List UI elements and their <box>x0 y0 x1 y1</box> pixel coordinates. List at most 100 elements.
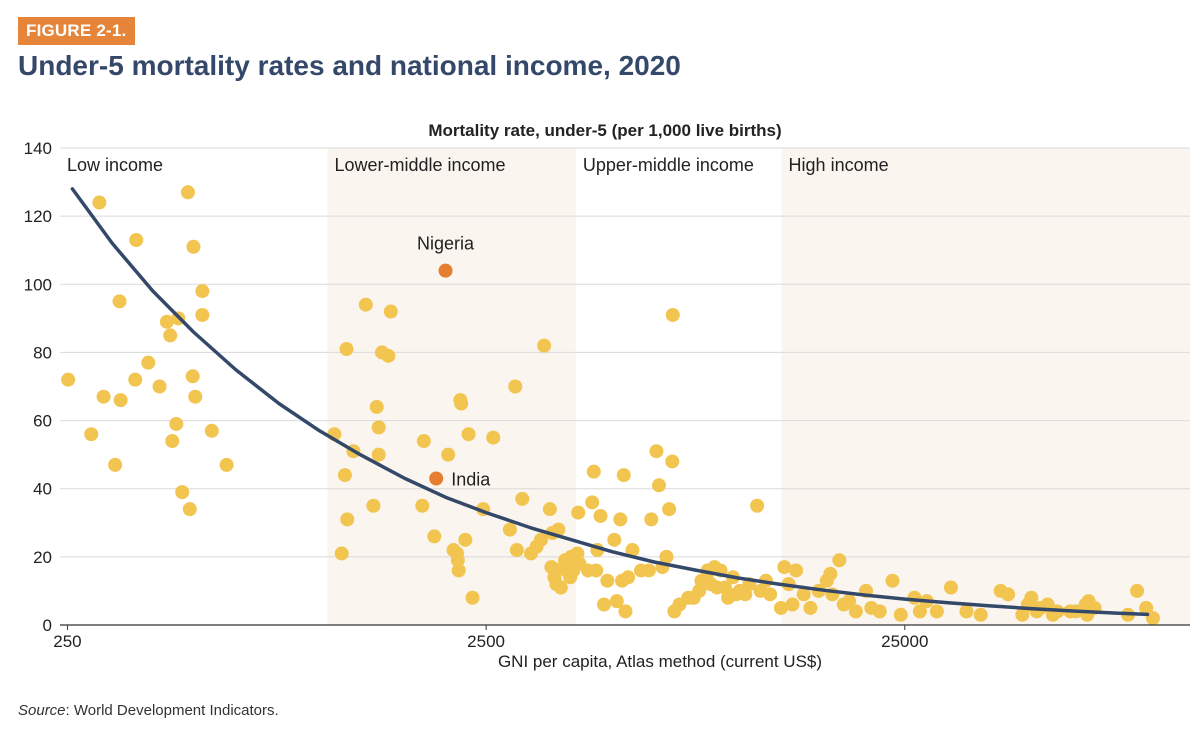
data-point <box>586 464 601 479</box>
x-axis-title: GNI per capita, Atlas method (current US… <box>498 652 822 671</box>
data-point <box>366 498 381 513</box>
data-point <box>451 563 466 578</box>
data-point <box>542 502 557 517</box>
income-band <box>576 148 782 625</box>
data-point <box>607 532 622 547</box>
data-point <box>113 393 128 408</box>
data-point <box>129 232 144 247</box>
data-point <box>785 597 800 612</box>
highlight-point-layer: Nigeria India <box>417 234 491 490</box>
highlight-label: India <box>451 469 491 489</box>
data-point <box>358 297 373 312</box>
data-point <box>180 185 195 200</box>
data-point <box>185 369 200 384</box>
data-point <box>789 563 804 578</box>
figure-title: Under-5 mortality rates and national inc… <box>18 50 681 81</box>
data-point <box>872 604 887 619</box>
data-point <box>508 379 523 394</box>
data-point <box>450 553 465 568</box>
source-note: Source: World Development Indicators. <box>18 702 279 719</box>
data-point-layer <box>61 185 1160 626</box>
data-point <box>773 600 788 615</box>
data-point <box>163 328 178 343</box>
source-text: : World Development Indicators. <box>65 702 279 719</box>
income-group-label: Lower-middle income <box>334 155 505 175</box>
data-point <box>486 430 501 445</box>
data-point <box>169 416 184 431</box>
data-point <box>415 498 430 513</box>
income-group-label: Low income <box>67 155 163 175</box>
data-point <box>659 549 674 564</box>
data-point <box>165 434 180 449</box>
data-point <box>182 502 197 517</box>
data-point <box>108 457 123 472</box>
income-group-label: High income <box>789 155 889 175</box>
data-point <box>1130 583 1145 598</box>
x-tick-label: 2500 <box>467 632 505 651</box>
data-point <box>195 307 210 322</box>
y-tick-label: 120 <box>24 207 52 226</box>
highlight-point <box>438 263 453 278</box>
data-point <box>943 580 958 595</box>
data-point <box>96 389 111 404</box>
data-point <box>458 532 473 547</box>
y-tick-label: 60 <box>33 412 52 431</box>
data-point <box>609 594 624 609</box>
data-point <box>186 239 201 254</box>
data-point <box>128 372 143 387</box>
highlight-label: Nigeria <box>417 234 475 254</box>
data-point <box>454 396 469 411</box>
data-point <box>141 355 156 370</box>
data-point <box>777 560 792 575</box>
gridline-layer <box>60 147 1190 558</box>
data-point <box>159 314 174 329</box>
data-point <box>381 348 396 363</box>
trend-curve-layer <box>70 187 1150 617</box>
data-point <box>371 447 386 462</box>
data-point <box>502 522 517 537</box>
data-point <box>803 600 818 615</box>
income-band <box>60 148 327 625</box>
data-point <box>461 427 476 442</box>
data-point <box>553 580 568 595</box>
data-point <box>641 563 656 578</box>
y-tick-label: 80 <box>33 343 52 362</box>
data-point <box>339 342 354 357</box>
data-point <box>929 604 944 619</box>
data-point <box>621 570 636 585</box>
data-point <box>334 546 349 561</box>
data-point <box>441 447 456 462</box>
data-point <box>763 587 778 602</box>
data-point <box>416 434 431 449</box>
data-point <box>204 423 219 438</box>
data-point <box>1001 587 1016 602</box>
data-point <box>537 338 552 353</box>
data-point <box>571 505 586 520</box>
y-tick-label: 0 <box>43 616 52 635</box>
data-point <box>1139 600 1154 615</box>
data-point <box>959 604 974 619</box>
data-point <box>465 590 480 605</box>
data-point <box>665 454 680 469</box>
data-point <box>823 566 838 581</box>
data-point <box>337 468 352 483</box>
data-point <box>188 389 203 404</box>
data-point <box>383 304 398 319</box>
data-point <box>893 607 908 622</box>
data-point <box>152 379 167 394</box>
data-point <box>973 607 988 622</box>
data-point <box>885 573 900 588</box>
x-tick-label: 25000 <box>881 632 928 651</box>
data-point <box>509 543 524 558</box>
data-point <box>340 512 355 527</box>
data-point <box>84 427 99 442</box>
data-point <box>796 587 811 602</box>
data-point <box>369 399 384 414</box>
data-point <box>907 590 922 605</box>
y-axis-title: Mortality rate, under-5 (per 1,000 live … <box>428 121 781 140</box>
highlight-point <box>429 471 444 486</box>
data-point <box>665 307 680 322</box>
data-point <box>195 284 210 299</box>
y-tick-label: 40 <box>33 480 52 499</box>
